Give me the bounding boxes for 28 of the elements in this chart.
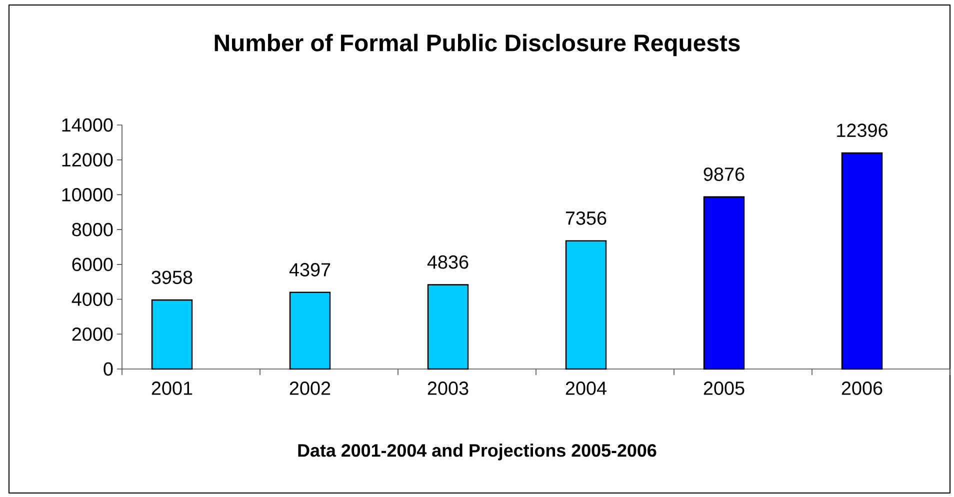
x-axis-title: Data 2001-2004 and Projections 2005-2006 (298, 444, 656, 460)
bar (841, 152, 883, 370)
x-tick-label: 2003 (428, 382, 468, 395)
y-tick-label: 8000 (72, 222, 113, 236)
chart-title: Number of Formal Public Disclosure Requests (214, 34, 740, 56)
x-tick-label: 2004 (566, 382, 606, 395)
y-tick-label: 10000 (62, 188, 113, 202)
y-tick-label: 2000 (72, 327, 113, 341)
data-label: 9876 (704, 168, 744, 181)
bar (565, 240, 607, 370)
y-tick-label: 12000 (62, 153, 113, 167)
x-tick-label: 2006 (842, 382, 882, 395)
bar (151, 299, 193, 370)
y-tick-label: 14000 (62, 118, 113, 132)
x-tick-label: 2002 (290, 382, 330, 395)
data-label: 7356 (566, 211, 606, 225)
data-label: 12396 (837, 124, 888, 138)
data-label: 3958 (152, 270, 192, 284)
data-label: 4836 (427, 255, 468, 269)
x-tick-label: 2001 (152, 382, 192, 395)
x-tick-label: 2005 (704, 382, 744, 395)
bar (703, 196, 745, 370)
y-tick-label: 4000 (72, 292, 113, 306)
bar (289, 292, 331, 370)
bar (427, 284, 469, 370)
data-label: 4397 (289, 263, 330, 276)
y-tick-label: 6000 (72, 258, 113, 272)
y-tick-label: 0 (104, 362, 113, 376)
